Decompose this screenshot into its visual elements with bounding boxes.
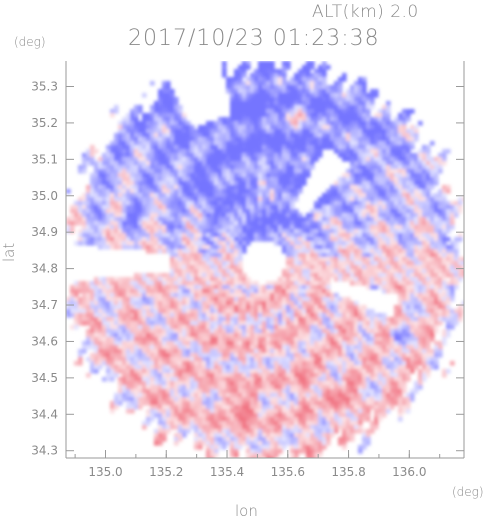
altitude-label: ALT(km) 2.0	[312, 2, 419, 22]
x-tick-label: 135.8	[331, 465, 365, 479]
x-unit-label: (deg)	[452, 485, 484, 499]
y-unit-label: (deg)	[14, 35, 46, 49]
axes	[65, 61, 465, 459]
velocity-field	[66, 61, 464, 458]
x-axis-label: lon	[235, 502, 258, 520]
x-tick-label: 136.0	[392, 465, 426, 479]
y-tick-label: 35.2	[31, 116, 58, 130]
y-tick-label: 34.8	[31, 262, 58, 276]
y-tick-label: 35.1	[31, 152, 58, 166]
y-tick-label: 35.3	[31, 79, 58, 93]
x-tick-label: 135.6	[271, 465, 305, 479]
x-tick-label: 135.2	[149, 465, 183, 479]
y-tick-label: 34.5	[31, 371, 58, 385]
y-tick-label: 34.9	[31, 225, 58, 239]
y-tick-label: 34.7	[31, 298, 58, 312]
y-tick-label: 34.3	[31, 444, 58, 458]
y-tick-label: 34.4	[31, 407, 58, 421]
chart-title: 2017/10/23 01:23:38	[128, 26, 380, 51]
x-tick-label: 135.0	[88, 465, 122, 479]
y-tick-label: 35.0	[31, 189, 58, 203]
y-tick-label: 34.6	[31, 334, 58, 348]
tick-labels: 34.3 34.4 34.5 34.6 34.7 34.8 34.9 35.0 35.1 35.2…	[31, 79, 426, 479]
x-tick-label: 135.4	[210, 465, 244, 479]
